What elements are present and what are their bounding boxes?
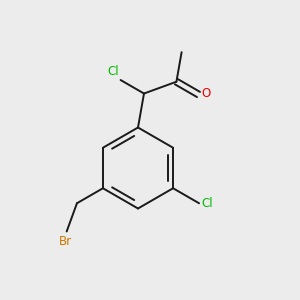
Text: Cl: Cl: [107, 64, 119, 78]
Text: Br: Br: [58, 235, 72, 248]
Text: Cl: Cl: [202, 197, 213, 210]
Text: O: O: [201, 87, 210, 100]
